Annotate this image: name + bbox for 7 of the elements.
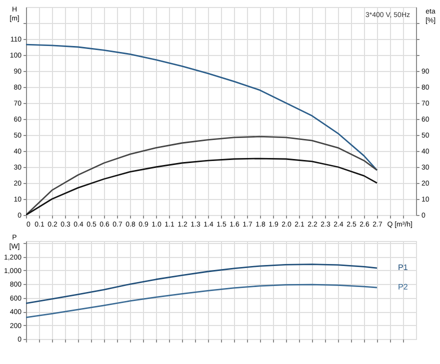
line-series bbox=[26, 44, 378, 171]
text: P2 bbox=[398, 282, 408, 292]
line-series bbox=[26, 136, 378, 215]
text: P1 bbox=[398, 263, 408, 272]
line-series bbox=[26, 158, 378, 215]
line-series bbox=[26, 284, 378, 318]
line-series bbox=[26, 264, 378, 304]
